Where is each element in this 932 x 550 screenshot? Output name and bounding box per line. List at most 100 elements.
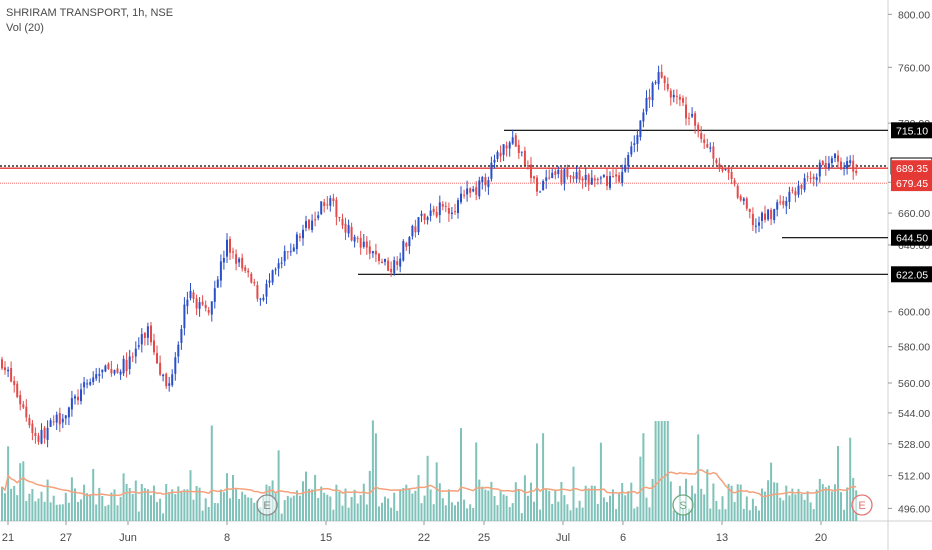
volume-bar	[551, 503, 554, 521]
volume-bar	[776, 482, 779, 521]
price-tag[interactable]	[891, 122, 932, 139]
candle-body	[846, 161, 849, 169]
volume-bar	[645, 497, 648, 521]
candle-body	[739, 196, 742, 201]
candle-body	[548, 177, 551, 179]
candle-body	[423, 213, 426, 220]
volume-bar	[338, 491, 341, 521]
candle-body	[678, 96, 681, 100]
x-tick-label: 27	[60, 532, 72, 544]
candle-body	[159, 362, 162, 375]
candle-body	[754, 225, 757, 227]
candle-body	[46, 427, 49, 440]
candle-body	[557, 170, 560, 175]
candle-body	[669, 90, 672, 98]
price-tag[interactable]	[891, 229, 932, 246]
candle-body	[834, 153, 836, 159]
x-tick-label: Jul	[556, 532, 570, 544]
volume-bar	[405, 484, 408, 521]
event-marker-e[interactable]: E	[851, 494, 873, 516]
candle-body	[447, 208, 450, 214]
volume-indicator-label[interactable]: Vol (20)	[6, 22, 44, 34]
candle-body	[113, 370, 116, 374]
price-tag[interactable]	[891, 266, 932, 283]
volume-bar	[742, 508, 745, 521]
candle-body	[435, 211, 438, 217]
volume-bar	[335, 484, 338, 521]
candle-body	[332, 198, 335, 202]
candle-body	[694, 113, 697, 126]
volume-bar	[247, 497, 250, 521]
volume-bar	[95, 504, 98, 521]
volume-bar	[648, 507, 651, 521]
volume-bar	[387, 498, 390, 521]
candle-body	[551, 172, 554, 178]
candle-body	[706, 144, 709, 148]
candle-body	[572, 176, 575, 179]
candle-body	[326, 204, 329, 206]
candle-body	[712, 146, 715, 159]
candle-body	[809, 178, 812, 179]
candle-body	[156, 353, 158, 364]
volume-bar	[183, 489, 186, 521]
volume-bar	[758, 510, 760, 521]
candle-body	[19, 395, 22, 405]
candle-body	[134, 348, 137, 357]
event-circle	[256, 494, 278, 516]
price-tag[interactable]	[891, 160, 932, 177]
candle-body	[414, 226, 417, 233]
volume-bar	[55, 504, 58, 521]
candle-body	[58, 413, 61, 425]
volume-bar	[356, 503, 359, 521]
volume-bar	[630, 482, 633, 521]
candle-body	[502, 144, 505, 155]
volume-bar	[344, 488, 347, 521]
candle-body	[627, 155, 630, 166]
volume-bar	[581, 507, 584, 521]
volume-bar	[61, 504, 64, 521]
volume-bar	[618, 493, 621, 521]
candle-body	[283, 251, 286, 262]
volume-bar	[186, 489, 189, 521]
volume-bar	[837, 446, 839, 521]
volume-bar	[824, 487, 827, 521]
candle-body	[86, 383, 89, 385]
candle-body	[484, 177, 487, 186]
volume-bar	[672, 510, 675, 521]
volume-bar	[213, 503, 216, 521]
volume-bar	[463, 499, 466, 521]
event-marker-e[interactable]: E	[256, 494, 278, 516]
candle-body	[49, 420, 52, 427]
volume-bar	[49, 502, 52, 521]
volume-bar	[229, 498, 231, 521]
price-tag[interactable]	[891, 175, 932, 192]
candle-body	[584, 174, 587, 181]
candle-body	[691, 113, 694, 117]
volume-bar	[341, 505, 344, 521]
candle-body	[411, 225, 414, 237]
candle-body	[609, 176, 611, 188]
candle-body	[688, 117, 690, 119]
candle-body	[253, 282, 256, 284]
candle-body	[721, 168, 724, 171]
volume-bar	[359, 495, 362, 521]
volume-bar	[779, 497, 782, 521]
candle-body	[660, 71, 663, 78]
volume-bar	[289, 497, 292, 521]
volume-bar	[557, 501, 560, 521]
volume-bar	[298, 495, 301, 521]
symbol-title[interactable]: SHRIRAM TRANSPORT, 1h, NSE	[6, 7, 174, 19]
volume-bar	[43, 501, 46, 521]
volume-bar	[499, 491, 502, 521]
volume-bar	[396, 510, 399, 521]
candle-body	[560, 170, 563, 183]
volume-bar	[533, 501, 535, 521]
candle-body	[92, 377, 95, 383]
volume-bar	[332, 509, 335, 521]
volume-bar	[34, 501, 37, 521]
candle-body	[466, 188, 469, 195]
event-marker-s[interactable]: S	[672, 494, 694, 516]
candle-body	[724, 169, 727, 170]
volume-bar	[177, 486, 180, 521]
